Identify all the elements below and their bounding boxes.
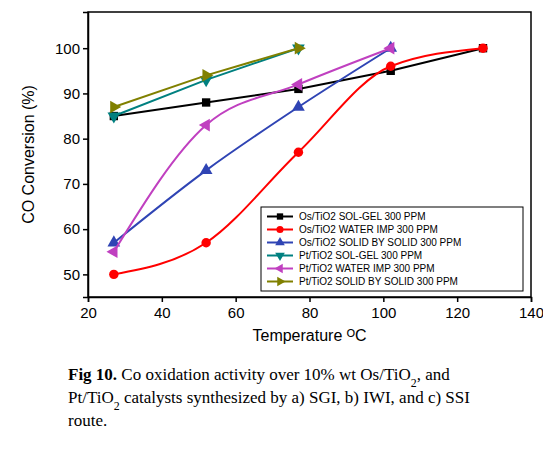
data-point — [294, 148, 303, 157]
legend-label: Pt/TiO2 WATER IMP 300 PPM — [299, 263, 435, 274]
series-line — [114, 48, 299, 107]
data-point — [295, 42, 306, 55]
y-tick: 50 — [63, 266, 88, 283]
y-tick-mark — [83, 274, 88, 276]
legend-marker — [277, 277, 285, 287]
data-point — [202, 98, 210, 106]
y-axis-line — [83, 13, 89, 298]
y-axis: 50 60 70 80 90 100 — [55, 13, 89, 298]
legend-entry: Os/TiO2 WATER IMP 300 PPM — [267, 224, 438, 235]
x-tick-mark — [383, 297, 385, 302]
data-point — [107, 112, 120, 123]
x-tick-label: 60 — [228, 304, 245, 321]
x-tick-mark — [235, 297, 237, 302]
legend-marker — [277, 213, 283, 219]
y-tick-mark — [83, 229, 88, 231]
legend-label: Pt/TiO2 SOLID BY SOLID 300 PPM — [299, 276, 458, 287]
data-point — [199, 119, 210, 132]
data-point — [291, 78, 302, 91]
data-point — [200, 163, 213, 174]
data-point — [202, 69, 213, 82]
caption-text: Pt/TiO2 catalysts synthesized by a) SGI,… — [68, 388, 470, 413]
legend-box — [261, 207, 523, 291]
legend-marker — [275, 253, 285, 261]
caption-line: Pt/TiO2 catalysts synthesized by a) SGI,… — [68, 388, 470, 413]
caption-label: Fig 10. — [68, 365, 121, 384]
x-tick-mark — [162, 297, 164, 302]
legend-label: Pt/TiO2 SOL-GEL 300 PPM — [299, 250, 422, 261]
y-tick-mark — [83, 138, 88, 140]
series-line — [114, 48, 483, 116]
x-tick-label: 120 — [445, 304, 470, 321]
x-tick-label: 40 — [154, 304, 171, 321]
y-tick-label: 80 — [63, 130, 80, 147]
legend-marker — [275, 237, 285, 245]
series — [110, 42, 306, 114]
data-point — [478, 43, 487, 52]
caption-text: route. — [68, 411, 107, 430]
x-axis-title: Temperature ᴼC — [252, 327, 366, 344]
x-tick: 100 — [371, 297, 396, 321]
y-tick: 70 — [63, 175, 88, 192]
caption-line: Fig 10. Co oxidation activity over 10% w… — [68, 365, 450, 390]
legend-label: Os/TiO2 SOL-GEL 300 PPM — [299, 211, 426, 222]
y-tick-label: 60 — [63, 220, 80, 237]
x-tick-label: 80 — [302, 304, 319, 321]
x-axis-line — [89, 298, 532, 303]
y-tick: 60 — [63, 220, 88, 237]
data-point — [109, 270, 118, 279]
y-axis-title: CO Conversion (%) — [20, 85, 37, 224]
plot-frame — [88, 12, 531, 297]
legend-entry: Os/TiO2 SOLID BY SOLID 300 PPM — [267, 237, 461, 248]
data-point — [479, 44, 487, 52]
data-point — [292, 100, 305, 111]
series-line — [114, 48, 299, 116]
y-tick-label: 70 — [63, 175, 80, 192]
data-point — [383, 42, 394, 55]
legend-entry: Pt/TiO2 SOLID BY SOLID 300 PPM — [267, 276, 458, 287]
series — [109, 43, 488, 279]
chart: 20 40 60 80 100 120 140 50 60 70 80 90 100 Temperatur… — [0, 0, 543, 456]
legend-entry: Pt/TiO2 WATER IMP 300 PPM — [267, 263, 435, 274]
legend-entry: Pt/TiO2 SOL-GEL 300 PPM — [267, 250, 422, 261]
x-tick: 140 — [519, 297, 543, 321]
legend-label: Os/TiO2 SOLID BY SOLID 300 PPM — [299, 237, 461, 248]
y-tick: 100 — [55, 39, 88, 56]
data-point — [386, 62, 395, 71]
x-tick: 120 — [445, 297, 470, 321]
y-tick-mark — [83, 184, 88, 186]
legend: Os/TiO2 SOL-GEL 300 PPM Os/TiO2 WATER IMP… — [261, 207, 523, 291]
x-axis: 20 40 60 80 100 120 140 — [80, 297, 543, 321]
y-tick: 80 — [63, 130, 88, 147]
x-tick-label: 100 — [371, 304, 396, 321]
x-tick-label: 140 — [519, 304, 543, 321]
data-point — [201, 238, 210, 247]
y-tick-mark — [83, 93, 88, 95]
x-tick: 20 — [80, 297, 97, 321]
x-tick-mark — [457, 297, 459, 302]
x-tick: 40 — [154, 297, 171, 321]
x-tick: 80 — [302, 297, 319, 321]
data-point — [110, 101, 121, 114]
data-point — [107, 245, 118, 258]
legend-entry: Os/TiO2 SOL-GEL 300 PPM — [267, 211, 426, 222]
series — [107, 45, 304, 124]
x-tick-mark — [309, 297, 311, 302]
legend-label: Os/TiO2 WATER IMP 300 PPM — [299, 224, 438, 235]
x-tick: 60 — [228, 297, 245, 321]
legend-marker — [274, 264, 282, 274]
x-tick-mark — [531, 297, 533, 302]
x-tick-label: 20 — [80, 304, 97, 321]
caption-line: route. — [68, 411, 107, 430]
y-tick-mark — [83, 48, 88, 50]
y-tick-label: 100 — [55, 39, 80, 56]
y-tick-label: 50 — [63, 266, 80, 283]
y-tick: 90 — [63, 85, 88, 102]
caption-text: Co oxidation activity over 10% wt Os/TiO… — [121, 365, 450, 390]
y-tick-label: 90 — [63, 85, 80, 102]
series-line — [114, 48, 483, 274]
legend-marker — [276, 226, 283, 233]
